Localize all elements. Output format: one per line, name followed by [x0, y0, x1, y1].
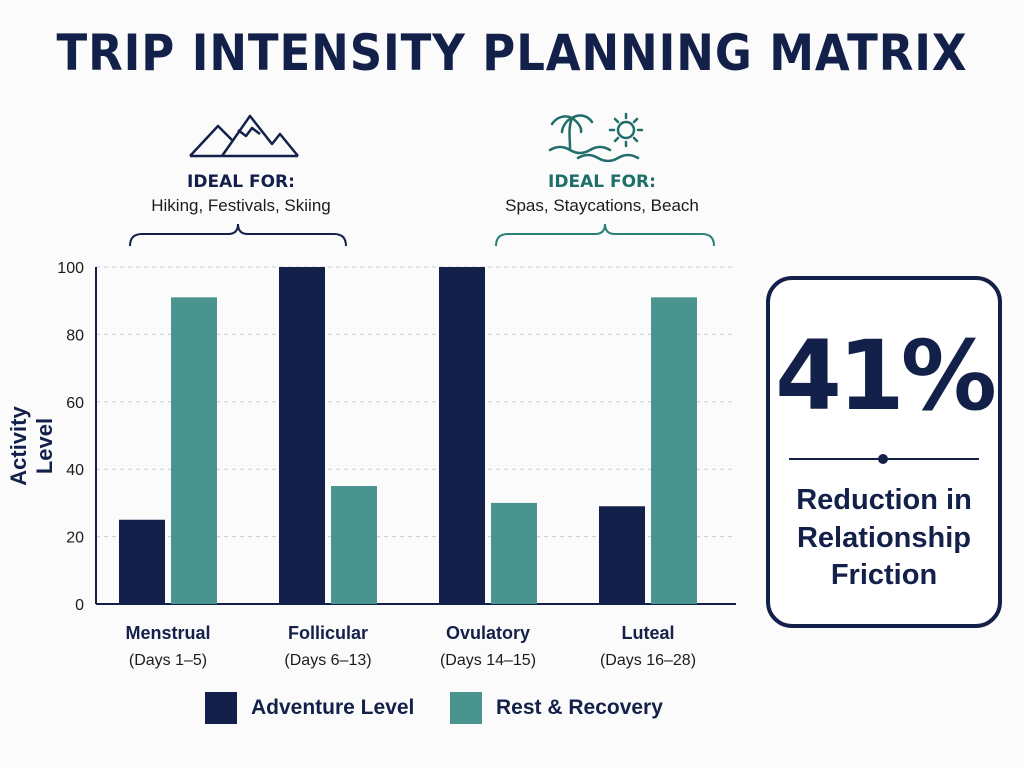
ideal-left-heading: IDEAL FOR: [187, 172, 295, 192]
bar-rest [651, 297, 697, 604]
x-category-days: (Days 6–13) [284, 652, 371, 669]
x-category-label: Luteal [621, 623, 674, 643]
left-bracket [129, 223, 347, 247]
ideal-right-heading: IDEAL FOR: [548, 172, 656, 192]
legend-rest-label: Rest & Recovery [496, 696, 663, 719]
y-tick-label: 100 [57, 260, 84, 277]
ideal-right-items: Spas, Staycations, Beach [505, 196, 699, 215]
palm-tree-sun-icon [548, 112, 644, 162]
mountain-icon [189, 114, 299, 158]
bar-adventure [119, 519, 165, 604]
ideal-left-items: Hiking, Festivals, Skiing [151, 196, 331, 215]
legend-rest: Rest & Recovery [450, 692, 663, 724]
y-tick-label: 0 [75, 597, 84, 614]
legend-adventure-swatch [205, 692, 237, 724]
bar-chart: 0 20 40 60 80 100 Menstrual (Days 1–5) Follicula… [57, 260, 736, 669]
right-bracket [495, 223, 715, 247]
bar-adventure [279, 267, 325, 604]
legend-adventure: Adventure Level [205, 692, 414, 724]
bar-adventure [599, 506, 645, 604]
ideal-for-left: IDEAL FOR: Hiking, Festivals, Skiing [121, 172, 361, 216]
stat-divider-dot [878, 454, 888, 464]
x-category-label: Menstrual [125, 623, 210, 643]
legend-rest-swatch [450, 692, 482, 724]
legend-adventure-label: Adventure Level [251, 696, 415, 719]
x-category-label: Follicular [288, 623, 368, 643]
ideal-for-right: IDEAL FOR: Spas, Staycations, Beach [482, 172, 722, 216]
bar-rest [331, 486, 377, 604]
stat-description: Reduction in Relationship Friction [796, 484, 972, 592]
x-category-days: (Days 16–28) [600, 652, 696, 669]
stat-value: 41% [775, 320, 997, 432]
x-category-label: Ovulatory [446, 623, 530, 643]
stat-card: 41% Reduction in Relationship Friction [766, 276, 1002, 628]
x-category-days: (Days 1–5) [129, 652, 207, 669]
x-category-days: (Days 14–15) [440, 652, 536, 669]
y-tick-label: 20 [66, 530, 84, 547]
y-tick-label: 40 [66, 462, 84, 479]
chart-title: TRIP INTENSITY PLANNING MATRIX [56, 24, 968, 82]
stat-divider [789, 454, 979, 464]
bar-adventure [439, 267, 485, 604]
y-tick-label: 80 [66, 327, 84, 344]
bar-rest [171, 297, 217, 604]
bar-rest [491, 502, 537, 604]
y-tick-label: 60 [66, 395, 84, 412]
